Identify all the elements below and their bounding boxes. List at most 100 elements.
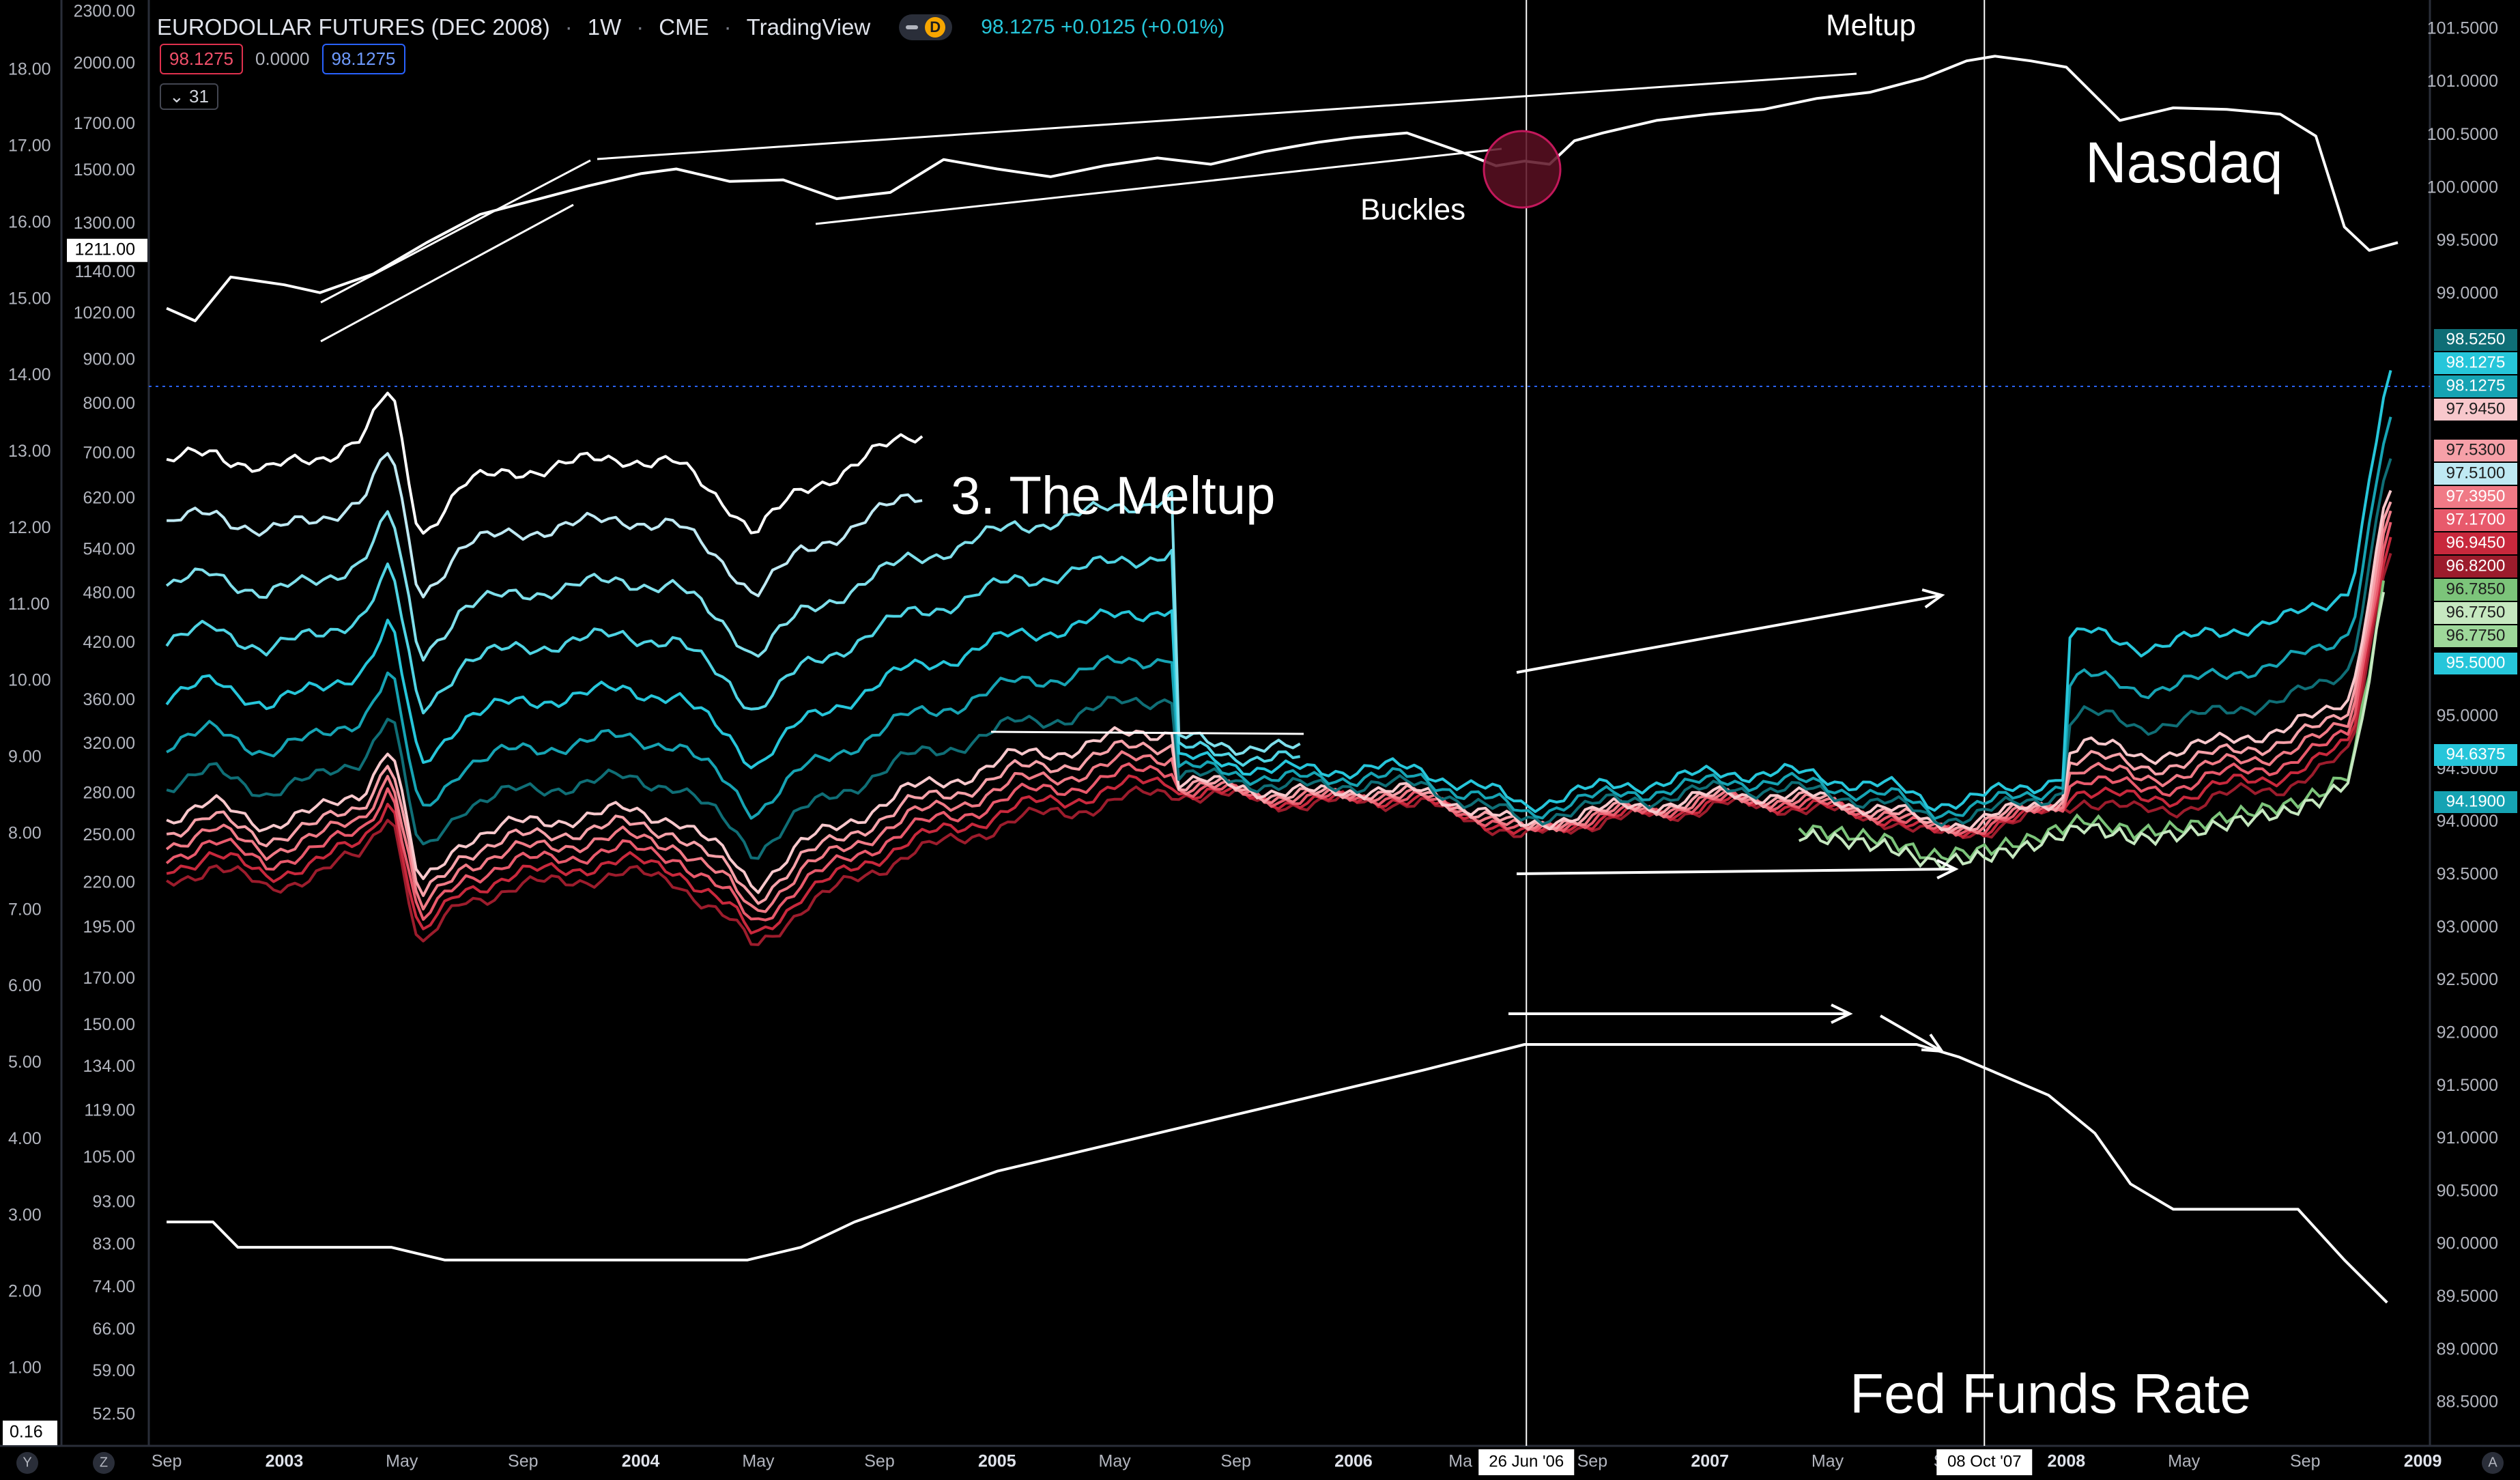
nasdaq-axis-tick-label: 83.00 (92, 1235, 135, 1254)
time-axis-tick-label: May (386, 1452, 418, 1471)
fed-axis-tick-label: 2.00 (8, 1282, 42, 1301)
annotation-nasdaq: Nasdaq (2085, 130, 2283, 195)
price-label-value: 98.5250 (2446, 330, 2506, 348)
minus-icon (906, 25, 919, 29)
source-label: TradingView (746, 14, 871, 40)
price-label-tag (2434, 791, 2517, 813)
fed-axis-tick-label: 1.00 (8, 1358, 42, 1378)
price-label-tag (2434, 352, 2517, 374)
trendline (320, 159, 591, 304)
nasdaq-axis-tick-label: 59.00 (92, 1361, 135, 1380)
time-axis-tick-label: 2005 (978, 1452, 1016, 1471)
price-label-value: 98.1275 (2446, 376, 2506, 395)
nasdaq-axis-tick-label: 52.50 (92, 1405, 135, 1424)
strip-contract-line (166, 391, 923, 535)
price-axis-tick-label: 92.5000 (2437, 970, 2498, 989)
indicators-count: 31 (189, 86, 209, 106)
price-label-value: 94.6375 (2446, 745, 2506, 763)
strip-contract-line (166, 416, 2392, 821)
fed-axis-tick-label: 7.00 (8, 900, 42, 919)
nasdaq-axis-tick-label: 66.00 (92, 1320, 135, 1339)
arrow-shaft (1879, 1014, 1943, 1053)
nasdaq-axis-tick-label: 119.00 (84, 1101, 135, 1120)
fed-axis-tick-label: 14.00 (8, 365, 51, 384)
fed-axis-tick-label: 17.00 (8, 136, 51, 155)
nasdaq-axis-tick-label: 93.00 (92, 1193, 135, 1212)
strip-contract-line (166, 458, 2392, 860)
price-label-tag (2434, 463, 2517, 485)
trendline (597, 72, 1857, 160)
fed-axis-tick-label: 18.00 (8, 60, 51, 79)
symbol-title[interactable]: EURODOLLAR FUTURES (DEC 2008) (157, 14, 550, 40)
time-axis-tick-label: May (2168, 1452, 2201, 1471)
arrow (1879, 1014, 1945, 1053)
nasdaq-axis-tick-label: 1300.00 (74, 214, 135, 233)
time-axis-tick-label: 2006 (1334, 1452, 1373, 1471)
trendline (990, 730, 1304, 735)
annotation-title: 3. The Meltup (951, 466, 1276, 526)
nasdaq-axis-tick-label: 195.00 (83, 917, 135, 937)
arrow-head (1936, 859, 1959, 880)
nasdaq-axis-tick-label: 320.00 (83, 734, 135, 753)
fed-axis-tick-label: 12.00 (8, 518, 51, 537)
nasdaq-axis-tick-label: 250.00 (83, 825, 135, 844)
nasdaq-axis-tick-label: 134.00 (83, 1057, 135, 1076)
time-axis-tick-label: 2004 (622, 1452, 660, 1471)
nasdaq-fed-overlays (166, 55, 2399, 1304)
fed-axis-tick-label: 15.00 (8, 289, 51, 308)
buckles-highlight-circle (1483, 130, 1562, 209)
price-label-tag (2434, 375, 2517, 397)
crosshair-date-label: 08 Oct '07 (1947, 1452, 2022, 1470)
price-axis-tick-label: 90.0000 (2437, 1234, 2498, 1253)
price-axis-tick-label: 100.5000 (2427, 125, 2498, 144)
fed-axis-current-value: 0.16 (10, 1423, 43, 1442)
fed-axis-tick-label: 3.00 (8, 1206, 42, 1225)
price-label-value: 97.5300 (2446, 440, 2506, 459)
time-axis-tick-label: 2009 (2404, 1452, 2442, 1471)
price-label-value: 97.9450 (2446, 399, 2506, 418)
nasdaq-axis-current-value: 1211.00 (74, 240, 135, 259)
price-axis-tick-label: 88.5000 (2437, 1393, 2498, 1412)
sell-button[interactable]: 98.1275 (160, 44, 243, 74)
time-axis-tick-label: 2008 (2048, 1452, 2086, 1471)
price-axis-tick-label: 101.0000 (2427, 72, 2498, 91)
price-axis-tick-label: 94.0000 (2437, 812, 2498, 831)
price-label-value: 95.5000 (2446, 653, 2506, 672)
nasdaq-axis-current-tag (67, 238, 147, 262)
fed-axis-tick-label: 11.00 (8, 595, 50, 614)
price-axis-tick-label: 93.5000 (2437, 865, 2498, 884)
chart-header: EURODOLLAR FUTURES (DEC 2008) · 1W · CME… (157, 14, 1225, 40)
annotation-meltup: Meltup (1826, 9, 1916, 42)
nasdaq-axis-tick-label: 800.00 (83, 394, 135, 413)
time-axis-tick-label: May (1812, 1452, 1844, 1471)
time-axis-tick-label: Sep (1577, 1452, 1607, 1471)
price-axis-tick-label: 92.0000 (2437, 1023, 2498, 1042)
time-axis-tick-label: Sep (1220, 1452, 1250, 1471)
strip-contract-line (165, 522, 2392, 922)
price-label-tag (2434, 486, 2517, 508)
nasdaq-axis-tick-label: 220.00 (83, 873, 135, 892)
fed-axis-tick-label: 10.00 (8, 671, 51, 690)
price-axis-tick-label: 91.0000 (2437, 1128, 2498, 1148)
strip-contract-line (165, 510, 2392, 913)
nasdaq-axis-tick-label: 480.00 (83, 583, 135, 602)
fed-axis-tick-label: 8.00 (8, 823, 42, 842)
price-axis-tick-label: 99.5000 (2437, 231, 2498, 250)
strip-contract-line (166, 537, 2392, 935)
fed-axis-tick-label: 9.00 (8, 748, 42, 767)
price-label-value: 96.9450 (2446, 533, 2506, 552)
strip-contract-line (165, 490, 1301, 756)
strip-contract-line (165, 549, 1301, 767)
fed-axis-tick-label: 13.00 (8, 442, 51, 461)
nasdaq-axis-tick-label: 2300.00 (74, 2, 135, 21)
status-pill[interactable]: D (899, 14, 953, 40)
buy-button[interactable]: 98.1275 (321, 44, 405, 74)
bottom-badge-label: Y (23, 1455, 31, 1470)
interval-label[interactable]: 1W (587, 14, 622, 40)
bid-ask-row: 98.1275 0.0000 98.1275 (160, 44, 405, 74)
indicators-toggle[interactable]: ⌄ 31 (160, 83, 218, 110)
chevron-down-icon: ⌄ (169, 86, 184, 106)
price-label-value: 94.1900 (2446, 792, 2506, 810)
bottom-badge-label: Z (100, 1455, 108, 1470)
